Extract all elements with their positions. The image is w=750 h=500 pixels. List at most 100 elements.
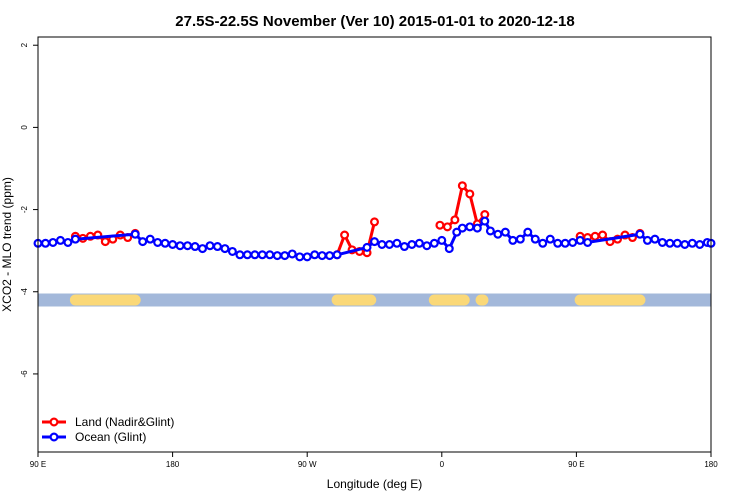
- x-tick-label: 90 W: [298, 460, 317, 469]
- legend-swatch-marker: [49, 417, 59, 427]
- data-point: [227, 246, 237, 256]
- legend-swatch-marker: [49, 432, 59, 442]
- data-point: [635, 229, 645, 239]
- x-tick-label: 90 E: [30, 460, 46, 469]
- data-point: [452, 227, 462, 237]
- data-point: [250, 250, 260, 260]
- data-point: [317, 251, 327, 261]
- data-point: [220, 244, 230, 254]
- data-point: [422, 241, 432, 251]
- data-point: [370, 217, 380, 227]
- data-point: [695, 240, 705, 250]
- series-layer: [33, 181, 716, 262]
- data-point: [568, 237, 578, 247]
- data-point: [680, 240, 690, 250]
- data-point: [472, 223, 482, 233]
- y-tick-label: -2: [20, 205, 29, 213]
- x-tick-label: 180: [704, 460, 718, 469]
- y-axis: 2 0 -2 -4 -6: [20, 42, 38, 377]
- x-tick-label: 180: [166, 460, 180, 469]
- data-point: [392, 238, 402, 248]
- data-point: [280, 251, 290, 261]
- y-axis-label: XCO2 - MLO trend (ppm): [0, 177, 14, 312]
- data-point: [272, 251, 282, 261]
- data-point: [429, 238, 439, 248]
- data-point: [40, 238, 50, 248]
- y-tick-label: -6: [20, 370, 29, 378]
- data-point: [100, 237, 110, 247]
- data-point: [70, 234, 80, 244]
- data-point: [168, 240, 178, 250]
- data-point: [414, 238, 424, 248]
- data-point: [480, 216, 490, 226]
- series-ocean: [33, 216, 716, 262]
- y-tick-label: -4: [20, 288, 29, 296]
- data-point: [444, 244, 454, 254]
- data-point: [175, 241, 185, 251]
- legend: Land (Nadir&Glint)Ocean (Glint): [42, 415, 174, 444]
- data-point: [657, 237, 667, 247]
- data-point: [508, 235, 518, 245]
- data-point: [183, 241, 193, 251]
- data-point: [370, 237, 380, 247]
- x-axis: 90 E 180 90 W 0 90 E 180: [30, 452, 718, 469]
- data-point: [465, 222, 475, 232]
- data-point: [583, 237, 593, 247]
- data-point: [553, 238, 563, 248]
- data-point: [325, 251, 335, 261]
- data-point: [465, 189, 475, 199]
- x-axis-label: Longitude (deg E): [327, 477, 422, 491]
- data-point: [523, 227, 533, 237]
- chart-title: 27.5S-22.5S November (Ver 10) 2015-01-01…: [175, 13, 574, 30]
- plot-frame: [37, 36, 712, 453]
- data-point: [687, 238, 697, 248]
- data-point: [265, 250, 275, 260]
- data-point: [384, 240, 394, 250]
- data-point: [399, 242, 409, 252]
- data-point: [590, 231, 600, 241]
- data-point: [138, 237, 148, 247]
- data-point: [515, 234, 525, 244]
- data-point: [153, 237, 163, 247]
- data-point: [457, 223, 467, 233]
- data-point: [407, 240, 417, 250]
- data-point: [242, 250, 252, 260]
- data-point: [530, 234, 540, 244]
- data-point: [235, 250, 245, 260]
- data-point: [145, 234, 155, 244]
- data-point: [302, 252, 312, 262]
- data-point: [493, 229, 503, 239]
- data-point: [485, 226, 495, 236]
- data-point: [435, 220, 445, 230]
- data-point: [450, 215, 460, 225]
- data-point: [48, 237, 58, 247]
- x-tick-label: 0: [440, 460, 445, 469]
- data-point: [377, 240, 387, 250]
- data-point: [560, 238, 570, 248]
- data-point: [672, 238, 682, 248]
- data-point: [55, 235, 65, 245]
- data-point: [457, 181, 467, 191]
- data-point: [437, 235, 447, 245]
- data-point: [362, 242, 372, 252]
- x-tick-label: 90 E: [568, 460, 584, 469]
- data-point: [332, 250, 342, 260]
- data-point: [295, 252, 305, 262]
- data-point: [650, 234, 660, 244]
- data-point: [205, 241, 215, 251]
- data-point: [310, 250, 320, 260]
- legend-label: Ocean (Glint): [75, 430, 146, 444]
- data-point: [257, 250, 267, 260]
- data-point: [575, 235, 585, 245]
- data-point: [598, 230, 608, 240]
- legend-label: Land (Nadir&Glint): [75, 415, 174, 429]
- data-point: [190, 242, 200, 252]
- data-point: [500, 227, 510, 237]
- data-point: [63, 237, 73, 247]
- data-point: [212, 242, 222, 252]
- data-point: [287, 249, 297, 259]
- y-tick-label: 0: [20, 125, 29, 130]
- data-point: [538, 238, 548, 248]
- data-point: [340, 230, 350, 240]
